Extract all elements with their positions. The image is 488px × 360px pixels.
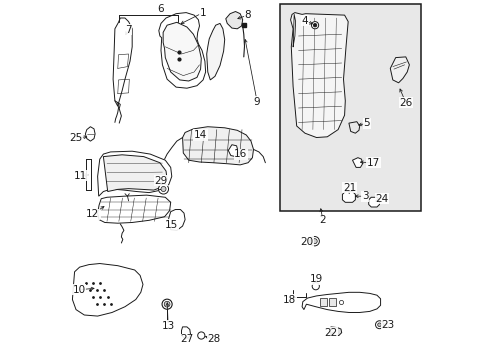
Text: 27: 27 <box>180 334 193 344</box>
Circle shape <box>158 184 168 194</box>
Text: 9: 9 <box>253 96 260 107</box>
Polygon shape <box>206 23 224 80</box>
Text: 16: 16 <box>234 149 247 159</box>
Text: 19: 19 <box>309 274 323 284</box>
Text: 3: 3 <box>361 191 367 201</box>
Polygon shape <box>181 327 190 338</box>
Text: 6: 6 <box>157 4 164 14</box>
Polygon shape <box>163 22 201 81</box>
Text: 15: 15 <box>165 220 178 230</box>
Text: 23: 23 <box>380 320 394 330</box>
Polygon shape <box>182 127 253 165</box>
Text: 2: 2 <box>319 215 325 225</box>
Polygon shape <box>389 57 408 83</box>
Text: 1: 1 <box>200 8 206 18</box>
FancyBboxPatch shape <box>279 4 420 211</box>
Text: 4: 4 <box>301 16 307 26</box>
FancyBboxPatch shape <box>328 298 335 306</box>
Text: 22: 22 <box>324 328 337 338</box>
Polygon shape <box>159 13 205 88</box>
Text: 7: 7 <box>125 24 132 35</box>
Circle shape <box>161 186 166 192</box>
Text: 24: 24 <box>375 194 388 204</box>
Text: 21: 21 <box>342 183 356 193</box>
Circle shape <box>197 332 204 339</box>
Circle shape <box>162 299 172 309</box>
Text: 26: 26 <box>398 98 411 108</box>
Polygon shape <box>225 12 242 29</box>
Text: 11: 11 <box>74 171 87 181</box>
Polygon shape <box>113 18 132 106</box>
Text: 12: 12 <box>86 209 99 219</box>
Polygon shape <box>98 151 171 196</box>
Text: 8: 8 <box>244 10 250 20</box>
Polygon shape <box>342 192 355 202</box>
Circle shape <box>377 323 381 327</box>
Polygon shape <box>228 145 238 157</box>
Text: 25: 25 <box>69 132 82 143</box>
Text: 28: 28 <box>207 334 220 344</box>
Polygon shape <box>98 195 170 223</box>
Polygon shape <box>368 197 379 207</box>
Polygon shape <box>85 127 95 141</box>
Polygon shape <box>103 155 167 192</box>
Polygon shape <box>348 122 359 133</box>
Text: 18: 18 <box>282 294 296 305</box>
Polygon shape <box>329 327 341 336</box>
Polygon shape <box>352 158 362 167</box>
Polygon shape <box>72 264 142 316</box>
Circle shape <box>313 23 316 27</box>
Text: 5: 5 <box>363 118 369 128</box>
Polygon shape <box>168 210 185 230</box>
Circle shape <box>311 283 319 290</box>
Circle shape <box>375 321 383 329</box>
FancyBboxPatch shape <box>319 298 326 306</box>
Polygon shape <box>302 292 380 312</box>
Text: 20: 20 <box>299 237 312 247</box>
Circle shape <box>311 239 317 244</box>
Text: 29: 29 <box>154 176 167 186</box>
Text: 13: 13 <box>161 321 174 331</box>
Circle shape <box>311 22 318 29</box>
Text: 17: 17 <box>366 158 379 168</box>
Circle shape <box>309 237 319 246</box>
Text: 14: 14 <box>194 130 207 140</box>
Text: 10: 10 <box>72 285 85 295</box>
Polygon shape <box>290 13 347 138</box>
Circle shape <box>164 301 170 307</box>
